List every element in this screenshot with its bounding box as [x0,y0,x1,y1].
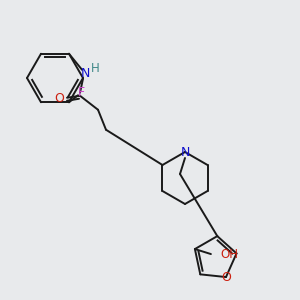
Text: N: N [180,146,190,160]
Text: N: N [80,67,90,80]
Text: H: H [91,62,99,75]
Text: O: O [54,92,64,105]
Text: OH: OH [220,248,238,261]
Text: F: F [77,86,85,99]
Text: O: O [221,271,231,284]
